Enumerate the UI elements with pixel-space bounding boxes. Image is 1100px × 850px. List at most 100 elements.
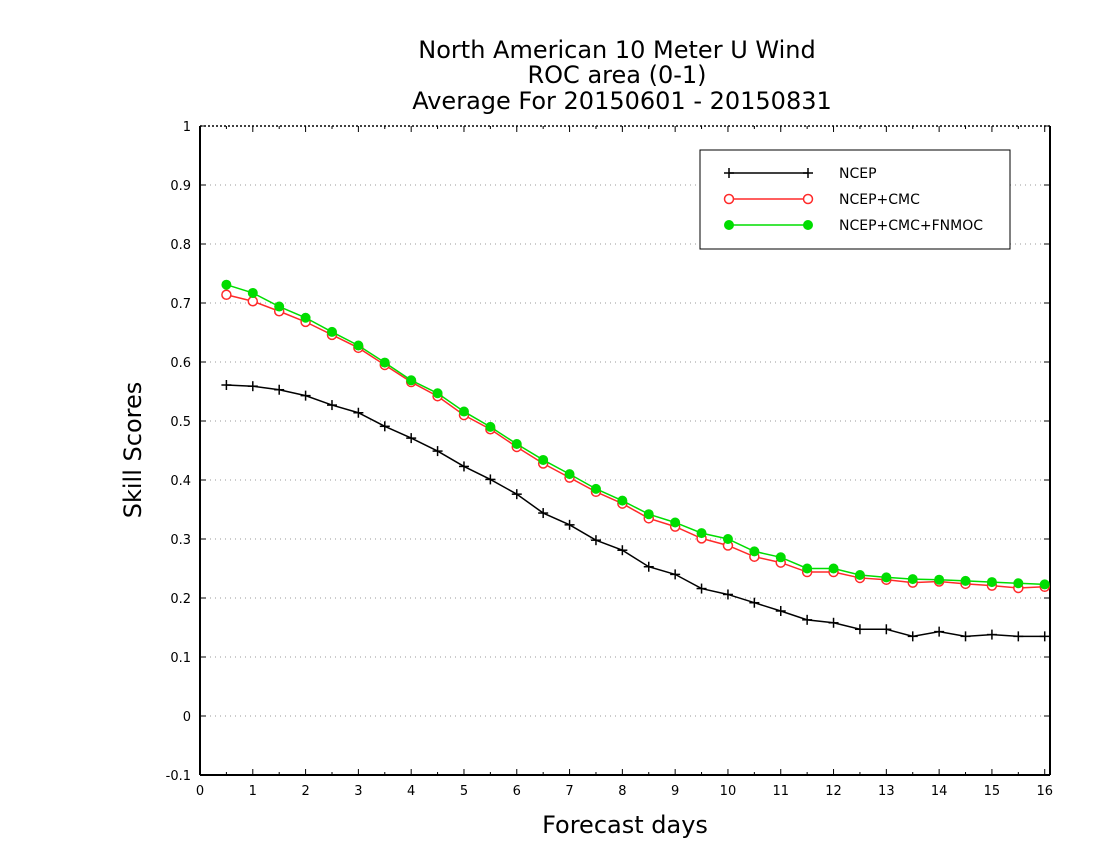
legend-marker-0 <box>724 168 734 178</box>
x-tick-label: 0 <box>196 784 204 799</box>
x-tick-label: 16 <box>1036 784 1053 799</box>
series-2-point <box>722 534 733 544</box>
series-2-point <box>564 469 575 480</box>
series-0-point <box>986 629 997 640</box>
x-tick-label: 5 <box>460 784 468 799</box>
series-2-point <box>406 375 417 386</box>
x-tick-label: 7 <box>565 784 573 799</box>
y-tick-label: -0.1 <box>166 769 191 784</box>
series-0-point <box>907 631 918 642</box>
series-2-point <box>802 563 813 574</box>
series-2-point <box>960 575 971 586</box>
series-line-1 <box>226 294 1045 589</box>
series-0-point <box>881 624 892 635</box>
series-2-point <box>379 357 390 368</box>
series-0-point <box>221 380 232 391</box>
x-axis-label: Forecast days <box>542 811 708 839</box>
y-tick-label: 1 <box>183 120 191 135</box>
series-2-point <box>1013 578 1024 589</box>
x-tick-label: 1 <box>249 784 257 799</box>
x-tick-label: 6 <box>513 784 521 799</box>
series-2-point <box>274 301 285 312</box>
x-tick-label: 14 <box>931 784 948 799</box>
legend: NCEP NCEP+CMC NCEP+CMC+FNMOC <box>699 149 1011 250</box>
legend-marker-0 <box>803 168 813 178</box>
series-2-point <box>854 569 865 580</box>
series-0-point <box>828 617 839 628</box>
series-1-point <box>247 295 259 307</box>
series-0-point <box>934 626 945 637</box>
y-tick-label: 0.3 <box>170 533 191 548</box>
series-2-point <box>907 574 918 585</box>
series-0-point <box>749 597 760 608</box>
series-0-point <box>432 446 443 457</box>
legend-label-0: NCEP <box>839 166 877 182</box>
y-tick-label: 0.4 <box>170 474 191 489</box>
axes: -0.100.10.20.30.40.50.60.70.80.910 1 2 3 4 5 6… <box>166 120 1053 799</box>
series-0-point <box>485 474 496 485</box>
y-tick-label: 0.8 <box>170 238 191 253</box>
series-2-point <box>934 574 945 585</box>
y-tick-label: 0.6 <box>170 356 191 371</box>
series-2-point <box>590 483 601 494</box>
series-2-point <box>696 528 707 539</box>
y-tick-label: 0 <box>183 710 191 725</box>
x-tick-label: 4 <box>407 784 415 799</box>
series-2-point <box>511 439 522 450</box>
series-0-point <box>458 461 469 472</box>
legend-marker-1 <box>802 193 814 205</box>
chart-title-line-1: North American 10 Meter U Wind <box>418 36 815 64</box>
y-tick-label: 0.5 <box>170 415 191 430</box>
series-0-point <box>353 407 364 418</box>
y-axis-label: Skill Scores <box>119 382 147 519</box>
series-2-point <box>1039 579 1050 590</box>
legend-label-2: NCEP+CMC+FNMOC <box>839 218 983 234</box>
series-2-point <box>353 340 364 351</box>
series-2-point <box>643 509 654 520</box>
series-0-point <box>722 589 733 600</box>
series-0-point <box>854 624 865 635</box>
series-2-point <box>749 546 760 557</box>
series-0-point <box>670 569 681 580</box>
x-tick-label: 11 <box>772 784 789 799</box>
x-tick-label: 9 <box>671 784 679 799</box>
series-0-point <box>300 390 311 401</box>
series-2-point <box>458 406 469 417</box>
series-line-0 <box>226 384 1045 638</box>
series-0-point <box>802 614 813 625</box>
x-tick-label: 2 <box>301 784 309 799</box>
series-0-point <box>406 433 417 444</box>
series-2-point <box>221 279 232 290</box>
series-2-point <box>326 326 337 337</box>
series-0-point <box>617 545 628 556</box>
series-2-point <box>247 287 258 298</box>
series-0-point <box>590 535 601 546</box>
series-2-point <box>617 495 628 506</box>
y-tick-label: 0.7 <box>170 297 191 312</box>
series-0-point <box>247 381 258 392</box>
series-0-point <box>564 519 575 530</box>
series-layer <box>221 279 1050 642</box>
legend-marker-2 <box>803 220 813 230</box>
series-2-point <box>432 388 443 399</box>
series-2-point <box>986 577 997 588</box>
series-0-point <box>960 631 971 642</box>
series-2-point <box>485 421 496 432</box>
series-2-point <box>300 312 311 323</box>
series-2-point <box>538 454 549 465</box>
legend-label-1: NCEP+CMC <box>839 192 920 208</box>
x-tick-label: 8 <box>618 784 626 799</box>
series-0-point <box>511 489 522 500</box>
series-0-point <box>696 583 707 594</box>
series-1-point <box>221 289 232 300</box>
x-tick-label: 13 <box>878 784 895 799</box>
legend-marker-2 <box>724 220 734 230</box>
chart-title-line-3: Average For 20150601 - 20150831 <box>412 87 832 115</box>
x-tick-label: 12 <box>825 784 842 799</box>
y-tick-label: 0.1 <box>170 651 191 666</box>
series-2-point <box>881 572 892 583</box>
series-0-point <box>643 561 654 572</box>
series-2-point <box>775 552 786 563</box>
series-2-point <box>670 517 681 528</box>
